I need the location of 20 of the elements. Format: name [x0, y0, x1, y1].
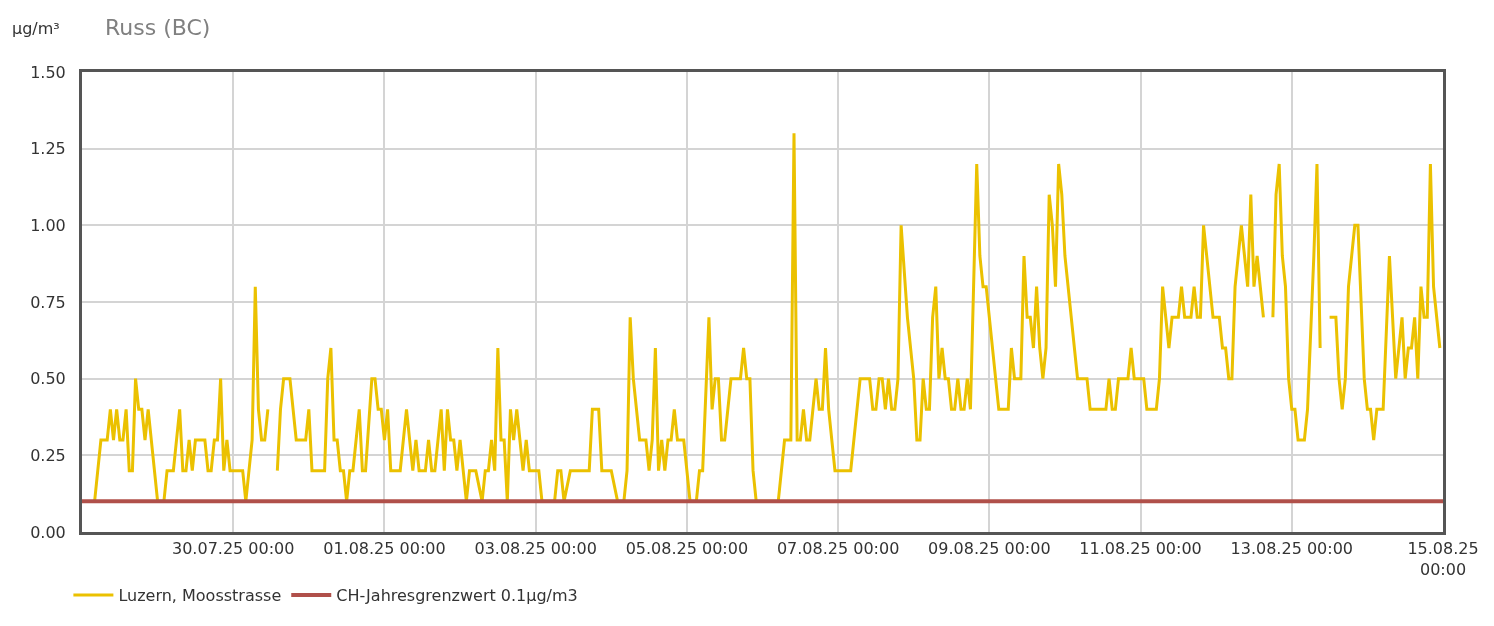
- legend-label: Luzern, Moosstrasse: [118, 586, 282, 606]
- legend-label: CH-Jahresgrenzwert 0.1µg/m3: [336, 586, 578, 606]
- y-tick-label: 0.25: [30, 445, 66, 465]
- y-axis-title: µg/m³: [12, 19, 60, 38]
- y-tick-label: 1.50: [30, 62, 66, 82]
- x-tick-label: 05.08.25 00:00: [625, 539, 749, 559]
- x-tick-label: 11.08.25 00:00: [1079, 539, 1202, 559]
- x-tick-label: 03.08.25 00:00: [474, 539, 597, 559]
- y-tick-label: 1.00: [30, 215, 66, 235]
- y-tick-label: 1.25: [30, 139, 66, 159]
- chart-title: Russ (BC): [105, 15, 211, 40]
- x-tick-label: 15.08.25 00:00: [1407, 539, 1479, 579]
- x-tick-label: 30.07.25 00:00: [171, 539, 295, 559]
- y-tick-label: 0.00: [30, 522, 66, 542]
- x-tick-label: 09.08.25 00:00: [928, 539, 1051, 559]
- x-tick-label: 01.08.25 00:00: [323, 539, 446, 559]
- x-tick-label: 07.08.25 00:00: [776, 539, 900, 559]
- y-tick-label: 0.50: [30, 369, 66, 389]
- x-tick-label: 13.08.25 00:00: [1230, 539, 1354, 559]
- y-tick-label: 0.75: [30, 292, 66, 312]
